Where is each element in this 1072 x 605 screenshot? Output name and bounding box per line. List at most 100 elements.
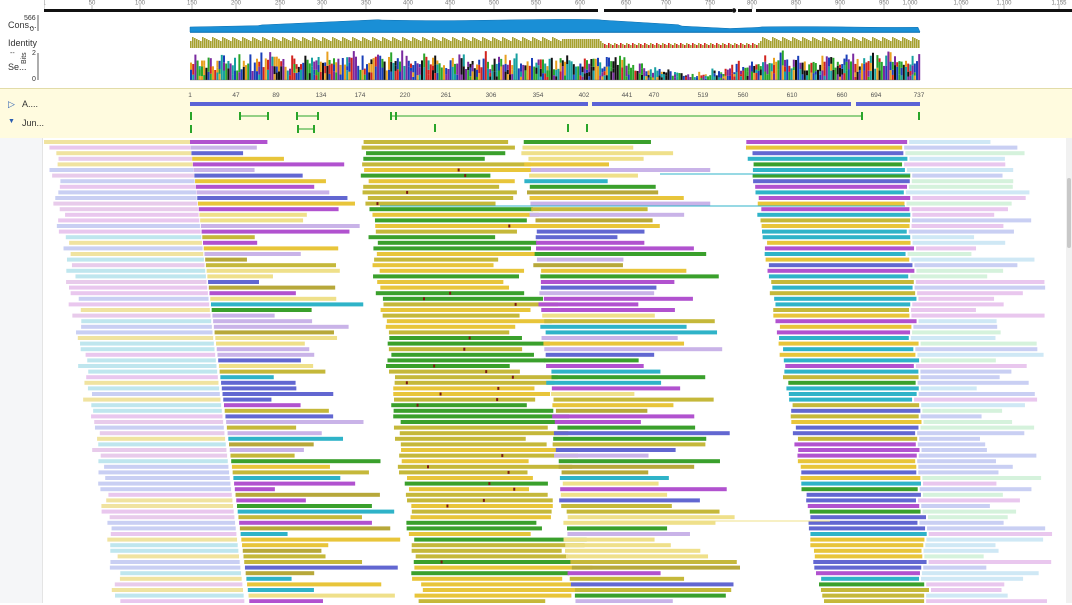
logo-letter [535, 67, 538, 74]
read-segment [373, 274, 520, 279]
identity-bar [612, 45, 614, 48]
junction-end [390, 112, 392, 120]
identity-track-label[interactable]: Identity [8, 38, 38, 48]
read-segment [197, 196, 348, 200]
logo-letter [227, 68, 230, 80]
read-segment [553, 436, 707, 441]
ruler-tick-label: 850 [791, 1, 802, 7]
read-segment [528, 156, 644, 161]
read-segment [808, 526, 926, 531]
identity-bar [702, 45, 704, 48]
logo-letter [735, 72, 738, 80]
identity-bar [296, 39, 298, 48]
identity-bar [746, 43, 748, 48]
sequence-logo-track-label[interactable]: Se... [8, 62, 27, 72]
identity-bar [788, 40, 790, 48]
logo-letter [817, 69, 819, 80]
logo-letter [460, 67, 463, 75]
read-segment [559, 476, 669, 480]
read-segment [368, 179, 515, 184]
logo-letter [467, 70, 470, 80]
logo-letter [548, 58, 551, 71]
identity-bar [468, 40, 470, 48]
read-segment [563, 537, 655, 542]
identity-bar [236, 39, 238, 48]
logo-letter [524, 70, 527, 80]
scrollbar-thumb[interactable] [1067, 178, 1071, 248]
read-segment [563, 520, 716, 525]
identity-bar [764, 38, 766, 48]
read-segment [394, 380, 555, 385]
identity-bar [772, 37, 774, 48]
identity-bar [412, 37, 414, 48]
read-segment [746, 140, 908, 144]
read-faded-left [58, 190, 196, 195]
read-faded-left [58, 156, 192, 161]
identity-bar [374, 38, 376, 48]
read-faded-left [68, 302, 210, 307]
read-segment [570, 582, 734, 587]
read-faded-right [926, 537, 1044, 542]
read-segment [757, 212, 911, 217]
position-ruler[interactable]: 1501001502002503003504004505005506006507… [42, 0, 1072, 14]
identity-bar [230, 41, 232, 48]
expand-arrow-icon[interactable]: ▷ [8, 99, 15, 109]
read-faded-left [59, 207, 198, 212]
read-segment [387, 358, 546, 363]
logo-letter [724, 75, 727, 80]
identity-bar [266, 39, 268, 48]
logo-letter [319, 61, 322, 72]
identity-bar [524, 38, 526, 48]
logo-letter [775, 61, 778, 80]
logo-letter [856, 71, 859, 80]
vertical-scrollbar[interactable] [1066, 138, 1072, 603]
logo-letter [836, 74, 839, 80]
identity-bar [452, 37, 454, 48]
logo-letter [592, 70, 595, 80]
logo-letter [581, 72, 584, 77]
identity-dash: -- [10, 50, 15, 57]
read-segment [387, 341, 550, 346]
read-segment [400, 420, 580, 424]
logo-letter [315, 69, 318, 76]
read-segment [522, 145, 634, 150]
identity-bar [808, 40, 810, 48]
mismatch-marker [422, 297, 425, 301]
mismatch-marker [449, 291, 452, 295]
read-segment [783, 347, 914, 352]
read-segment [535, 218, 653, 223]
read-segment [540, 285, 657, 290]
read-segment [764, 246, 915, 251]
logo-letter [423, 53, 426, 68]
identity-bar [652, 44, 654, 48]
logo-letter [663, 74, 665, 80]
identity-bar [338, 40, 340, 48]
read-segment [206, 268, 340, 273]
identity-bar [844, 38, 846, 48]
read-faded-right [926, 599, 1047, 604]
read-segment [797, 453, 917, 458]
logo-letter [722, 74, 725, 77]
logo-letter [273, 66, 276, 75]
consensus-track-label[interactable]: Cons... [8, 20, 37, 30]
identity-bar [728, 43, 730, 48]
logo-letter [381, 58, 384, 68]
logo-letter [806, 70, 808, 76]
reads-area[interactable] [0, 138, 1072, 604]
logo-letter [764, 61, 767, 72]
collapse-arrow-icon[interactable]: ▼ [8, 118, 15, 125]
read-segment [372, 263, 494, 268]
logo-letter [808, 73, 811, 80]
logo-letter [867, 61, 870, 71]
identity-bar [290, 41, 292, 48]
identity-bar [292, 37, 294, 48]
logo-letter [522, 64, 525, 80]
logo-letter [192, 63, 195, 75]
read-faded-left [87, 358, 216, 363]
identity-bar [790, 41, 792, 48]
identity-bar [576, 39, 578, 48]
logo-letter [414, 61, 417, 80]
logo-letter [647, 77, 650, 80]
read-faded-left [49, 145, 191, 150]
read-segment [554, 453, 649, 458]
